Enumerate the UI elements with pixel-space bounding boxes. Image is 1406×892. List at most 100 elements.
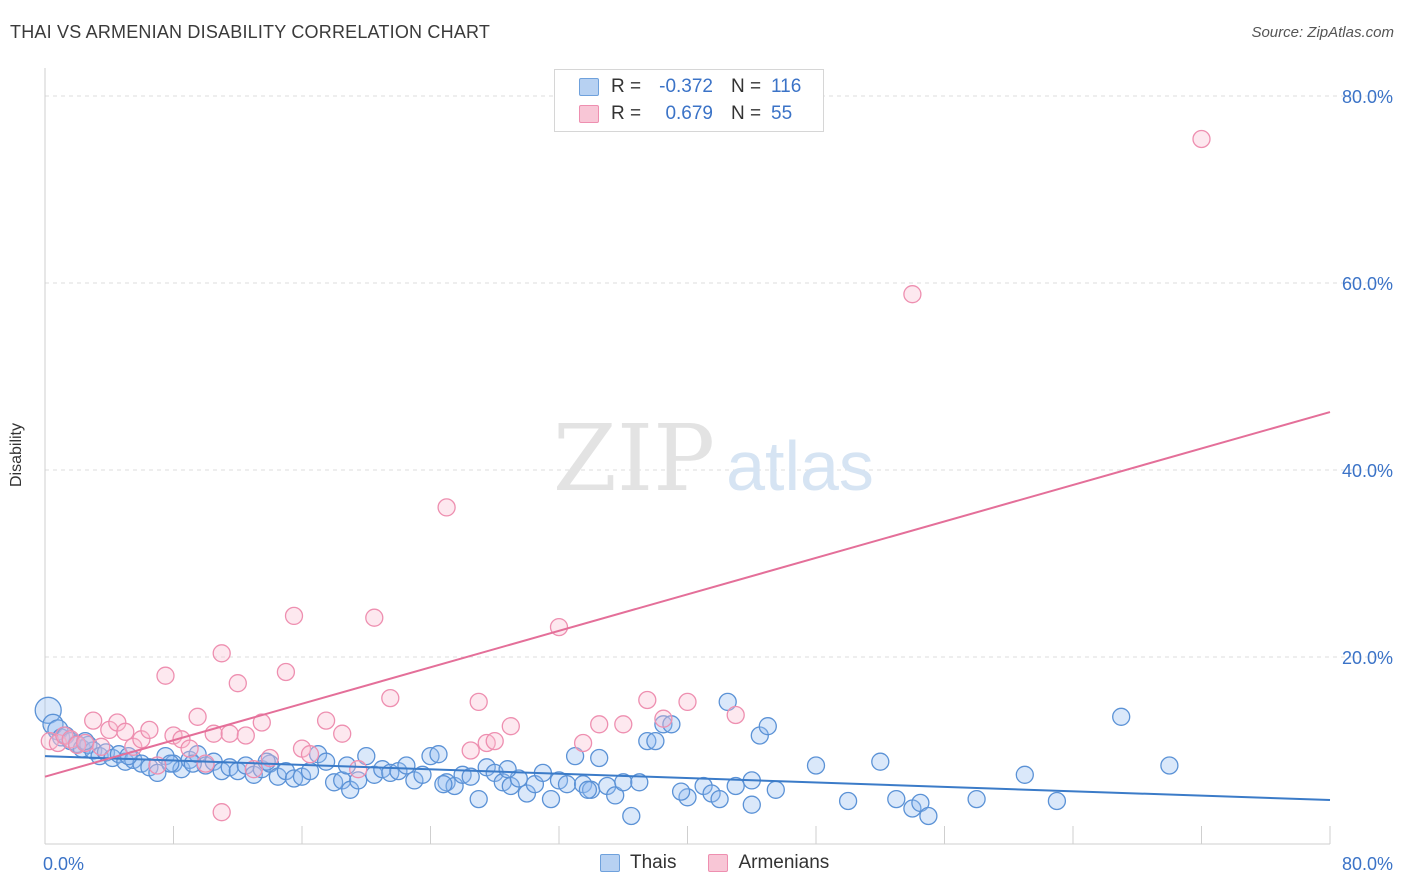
thais-point (758, 717, 777, 736)
armenians-point (654, 709, 673, 728)
thais-point (911, 793, 930, 813)
thais-point (726, 776, 745, 796)
legend-r-label: R = (611, 103, 642, 124)
armenians-point (260, 748, 280, 768)
legend-swatch-armenians (579, 105, 599, 123)
armenians-point (365, 608, 384, 627)
y-tick-label: 40.0% (1342, 461, 1393, 481)
legend-n-value: 55 (771, 103, 793, 124)
thais-point (630, 773, 649, 792)
trend-line-armenians (44, 411, 1331, 778)
trend-line-thais (44, 755, 1331, 802)
armenians-point (156, 666, 175, 685)
thais-point (1047, 791, 1067, 811)
x-tick-label: 0.0% (43, 854, 84, 874)
thais-point (565, 746, 585, 766)
armenians-point (228, 674, 247, 693)
thais-point (887, 789, 906, 809)
armenians-point (469, 692, 488, 712)
armenians-point (1192, 129, 1211, 149)
legend-n-label: N = (731, 103, 762, 124)
legend-n-label: N = (731, 76, 762, 97)
tick-labels: 20.0% 40.0% 60.0% 80.0% 0.0% 80.0% (43, 87, 1393, 874)
armenians-point (116, 722, 135, 741)
armenians-point (903, 285, 922, 304)
y-tick-label: 80.0% (1342, 87, 1393, 107)
series-swatch-armenians (708, 854, 729, 872)
trend-lines (44, 411, 1331, 802)
armenians-point (276, 662, 296, 682)
thais-point (461, 767, 480, 786)
armenians-point (188, 707, 207, 726)
thais-point (148, 763, 167, 783)
thais-point (557, 775, 577, 794)
armenians-point (638, 690, 657, 710)
thais-point (614, 773, 633, 792)
chart-title: THAI VS ARMENIAN DISABILITY CORRELATION … (10, 22, 491, 42)
legend-row-armenians: R = 0.679 N = 55 (579, 102, 801, 126)
armenians-point (220, 724, 239, 743)
series-legend-label: Armenians (738, 852, 830, 873)
thais-point (578, 780, 598, 799)
armenians-point (300, 745, 320, 764)
thais-point (316, 752, 336, 771)
thais-point (498, 760, 517, 779)
armenians-point (590, 715, 609, 734)
thais-point (357, 746, 376, 766)
y-tick-label: 60.0% (1342, 274, 1393, 294)
armenians-point (573, 733, 593, 753)
thais-point (919, 806, 938, 826)
armenians-point (212, 803, 231, 822)
armenians-point (381, 688, 400, 708)
thais-point (622, 806, 641, 826)
series-legend-armenians[interactable]: Armenians (708, 852, 829, 874)
armenians-point (284, 606, 304, 626)
series-legend-thais[interactable]: Thais (600, 852, 676, 874)
source-credit: Source: ZipAtlas.com (1251, 24, 1394, 41)
thais-point (183, 754, 202, 773)
legend-row-thais: R = -0.372 N = 116 (579, 75, 801, 99)
thais-point (671, 782, 691, 801)
armenians-point (196, 754, 215, 773)
watermark: ZIP atlas (553, 405, 874, 512)
armenians-point (333, 724, 352, 743)
armenians-point (244, 760, 263, 779)
thais-point (718, 692, 737, 712)
thais-point (1112, 707, 1131, 726)
armenians-point (148, 756, 167, 775)
armenians-point (236, 726, 255, 745)
y-axis-label: Disability (8, 422, 25, 488)
armenians-point (252, 713, 271, 732)
legend-r-value: -0.372 (659, 76, 713, 97)
armenians-point (76, 733, 95, 753)
armenians-point (461, 741, 480, 760)
axes (44, 68, 1331, 845)
thais-point (413, 765, 432, 784)
watermark-zip: ZIP (553, 405, 715, 512)
thais-point (606, 786, 625, 805)
armenians-point (485, 731, 504, 751)
armenians-point (84, 711, 103, 730)
thais-point (434, 775, 453, 794)
armenians-point (92, 737, 111, 756)
armenians-point (212, 644, 231, 663)
legend-r-label: R = (611, 76, 642, 97)
thais-point (397, 756, 416, 775)
gridlines (45, 95, 1392, 658)
legend-n-value: 116 (771, 76, 802, 97)
armenians-point (678, 692, 697, 712)
armenians-point (349, 760, 368, 779)
series-thais-points (34, 692, 1179, 826)
thais-point (967, 789, 986, 809)
armenians-point (501, 717, 520, 736)
thais-point (34, 696, 62, 724)
thais-point (429, 745, 448, 764)
thais-point (806, 756, 826, 775)
thais-point (1160, 756, 1179, 775)
armenians-point (437, 498, 456, 517)
thais-point (766, 780, 785, 799)
thais-point (541, 789, 561, 809)
series-swatch-thais (600, 854, 620, 872)
series-legend: Thais Armenians (600, 852, 861, 874)
